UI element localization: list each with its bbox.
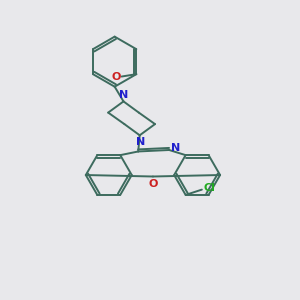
Text: N: N: [136, 137, 145, 147]
Text: O: O: [148, 179, 158, 189]
Text: N: N: [119, 90, 129, 100]
Text: O: O: [111, 72, 121, 82]
Text: N: N: [172, 142, 181, 153]
Text: Cl: Cl: [203, 183, 215, 194]
